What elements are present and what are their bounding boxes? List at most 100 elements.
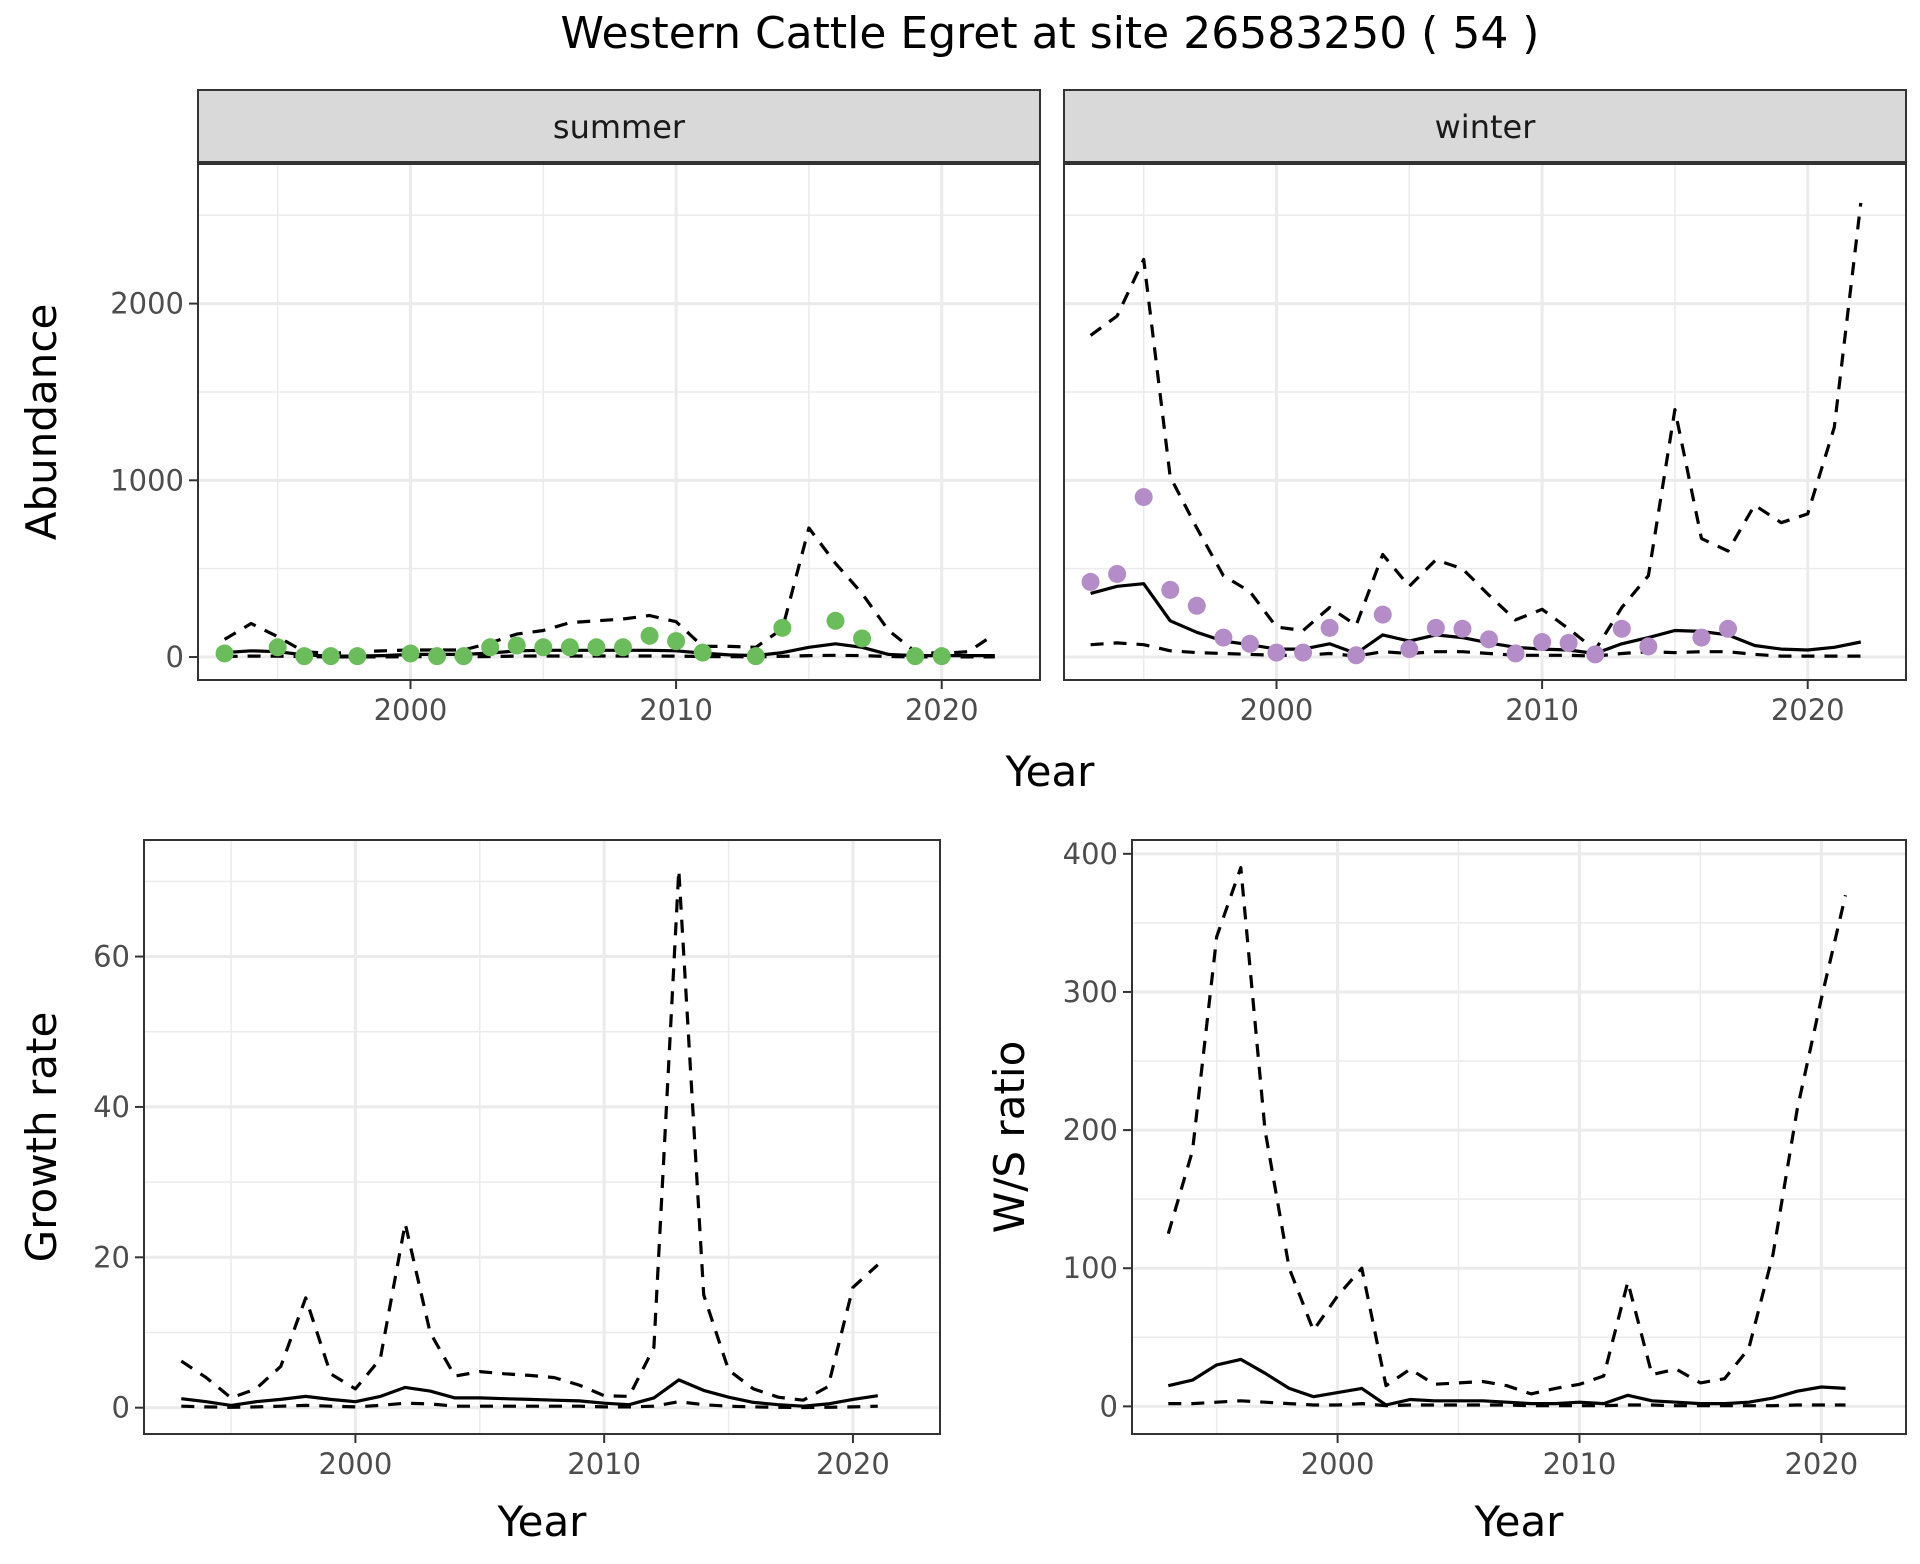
data-point	[1719, 619, 1738, 638]
data-point	[401, 644, 420, 663]
plot-background	[198, 164, 1040, 680]
data-point	[1320, 618, 1339, 637]
data-point	[640, 626, 659, 645]
data-point	[1108, 564, 1127, 583]
facet-strip-summer	[197, 89, 1041, 163]
data-point	[321, 647, 340, 666]
data-point	[1294, 643, 1313, 662]
data-point	[1639, 637, 1658, 656]
x-tick-label: 2000	[1301, 1447, 1375, 1481]
y-axis-title-ws: W/S ratio	[985, 1041, 1034, 1234]
data-point	[1479, 630, 1498, 649]
series-line-estimate	[181, 1378, 879, 1408]
data-point	[773, 618, 792, 637]
data-point	[932, 647, 951, 666]
data-point	[853, 629, 872, 648]
data-point	[1161, 580, 1180, 599]
data-point	[534, 638, 553, 657]
data-point	[1214, 628, 1233, 647]
data-point	[560, 638, 579, 657]
data-point	[826, 611, 845, 630]
data-point	[295, 647, 314, 666]
y-tick-label: 0	[166, 640, 184, 674]
y-tick-label: 100	[1063, 1251, 1118, 1285]
panel-border	[197, 163, 1041, 681]
data-point	[1506, 644, 1525, 663]
x-tick-label: 2020	[1784, 1447, 1858, 1481]
panel-winter: winter 2000 2010 2020	[1063, 89, 1907, 727]
panel-border	[143, 839, 941, 1435]
data-point	[1081, 572, 1100, 591]
plot-background	[144, 840, 940, 1434]
series-line-lower-bound	[181, 1400, 878, 1410]
facet-label-summer: summer	[553, 108, 686, 146]
y-tick-label: 200	[1063, 1113, 1118, 1147]
panel-summer: summer 2000 2010 2020 0 1000 2000	[110, 89, 1041, 727]
x-tick-label: 2000	[1240, 693, 1314, 727]
data-point	[667, 632, 686, 651]
x-tick-label: 2010	[1543, 1447, 1617, 1481]
data-point	[1267, 643, 1286, 662]
data-point	[1453, 619, 1472, 638]
y-tick-label: 20	[93, 1240, 130, 1274]
x-tick-label: 2010	[1505, 693, 1579, 727]
x-tick-label: 2010	[639, 693, 713, 727]
plot-background	[1064, 164, 1906, 680]
y-tick-label: 40	[93, 1090, 130, 1124]
figure-title: Western Cattle Egret at site 26583250 ( …	[561, 8, 1540, 59]
x-tick-label: 2000	[374, 693, 448, 727]
data-point	[1134, 488, 1153, 507]
x-tick-label: 2020	[1771, 693, 1845, 727]
x-tick-label: 2000	[319, 1447, 393, 1481]
facet-strip-winter	[1063, 89, 1907, 163]
data-point	[1187, 596, 1206, 615]
y-tick-label: 1000	[110, 463, 184, 497]
series-line-upper-bound	[1089, 202, 1863, 652]
series-line-upper-bound	[180, 868, 879, 1402]
data-point	[454, 647, 473, 666]
data-point	[693, 643, 712, 662]
data-point	[507, 636, 526, 655]
gridlines	[1064, 164, 1906, 680]
data-point	[613, 638, 632, 657]
y-tick-label: 60	[93, 940, 130, 974]
y-tick-label: 400	[1063, 837, 1118, 871]
data-point	[1586, 645, 1605, 664]
x-tick-label: 2020	[816, 1447, 890, 1481]
y-axis-title-growth: Growth rate	[17, 1012, 66, 1263]
data-point	[1559, 633, 1578, 652]
series-line-lower-bound	[1168, 1399, 1846, 1408]
data-point	[481, 638, 500, 657]
data-point	[1240, 634, 1259, 653]
x-tick-label: 2010	[567, 1447, 641, 1481]
data-point	[1347, 646, 1366, 665]
x-axis-title-ws: Year	[1474, 1497, 1565, 1546]
data-point	[1692, 628, 1711, 647]
y-tick-label: 300	[1063, 975, 1118, 1009]
data-point	[268, 638, 287, 657]
data-point	[1400, 640, 1419, 659]
y-tick-label: 0	[1100, 1389, 1118, 1423]
data-point	[1533, 633, 1552, 652]
x-axis-title-top: Year	[1005, 747, 1096, 796]
y-tick-label: 2000	[110, 287, 184, 321]
data-point	[906, 647, 925, 666]
plot-background	[1132, 840, 1906, 1434]
data-point	[348, 647, 367, 666]
data-point	[1373, 605, 1392, 624]
data-point	[428, 647, 447, 666]
facet-label-winter: winter	[1435, 108, 1537, 146]
y-axis-title-abundance: Abundance	[17, 304, 66, 541]
data-point	[746, 647, 765, 666]
data-point	[215, 644, 234, 663]
panel-border	[1063, 163, 1907, 681]
series-line-estimate	[1167, 1357, 1846, 1407]
panel-ws_ratio: 2000 2010 2020 0 100 200 300 400	[1063, 837, 1907, 1481]
y-tick-label: 0	[112, 1391, 130, 1425]
data-point	[587, 638, 606, 657]
x-axis-title-growth: Year	[497, 1497, 588, 1546]
x-tick-label: 2020	[905, 693, 979, 727]
panel-border	[1131, 839, 1907, 1435]
